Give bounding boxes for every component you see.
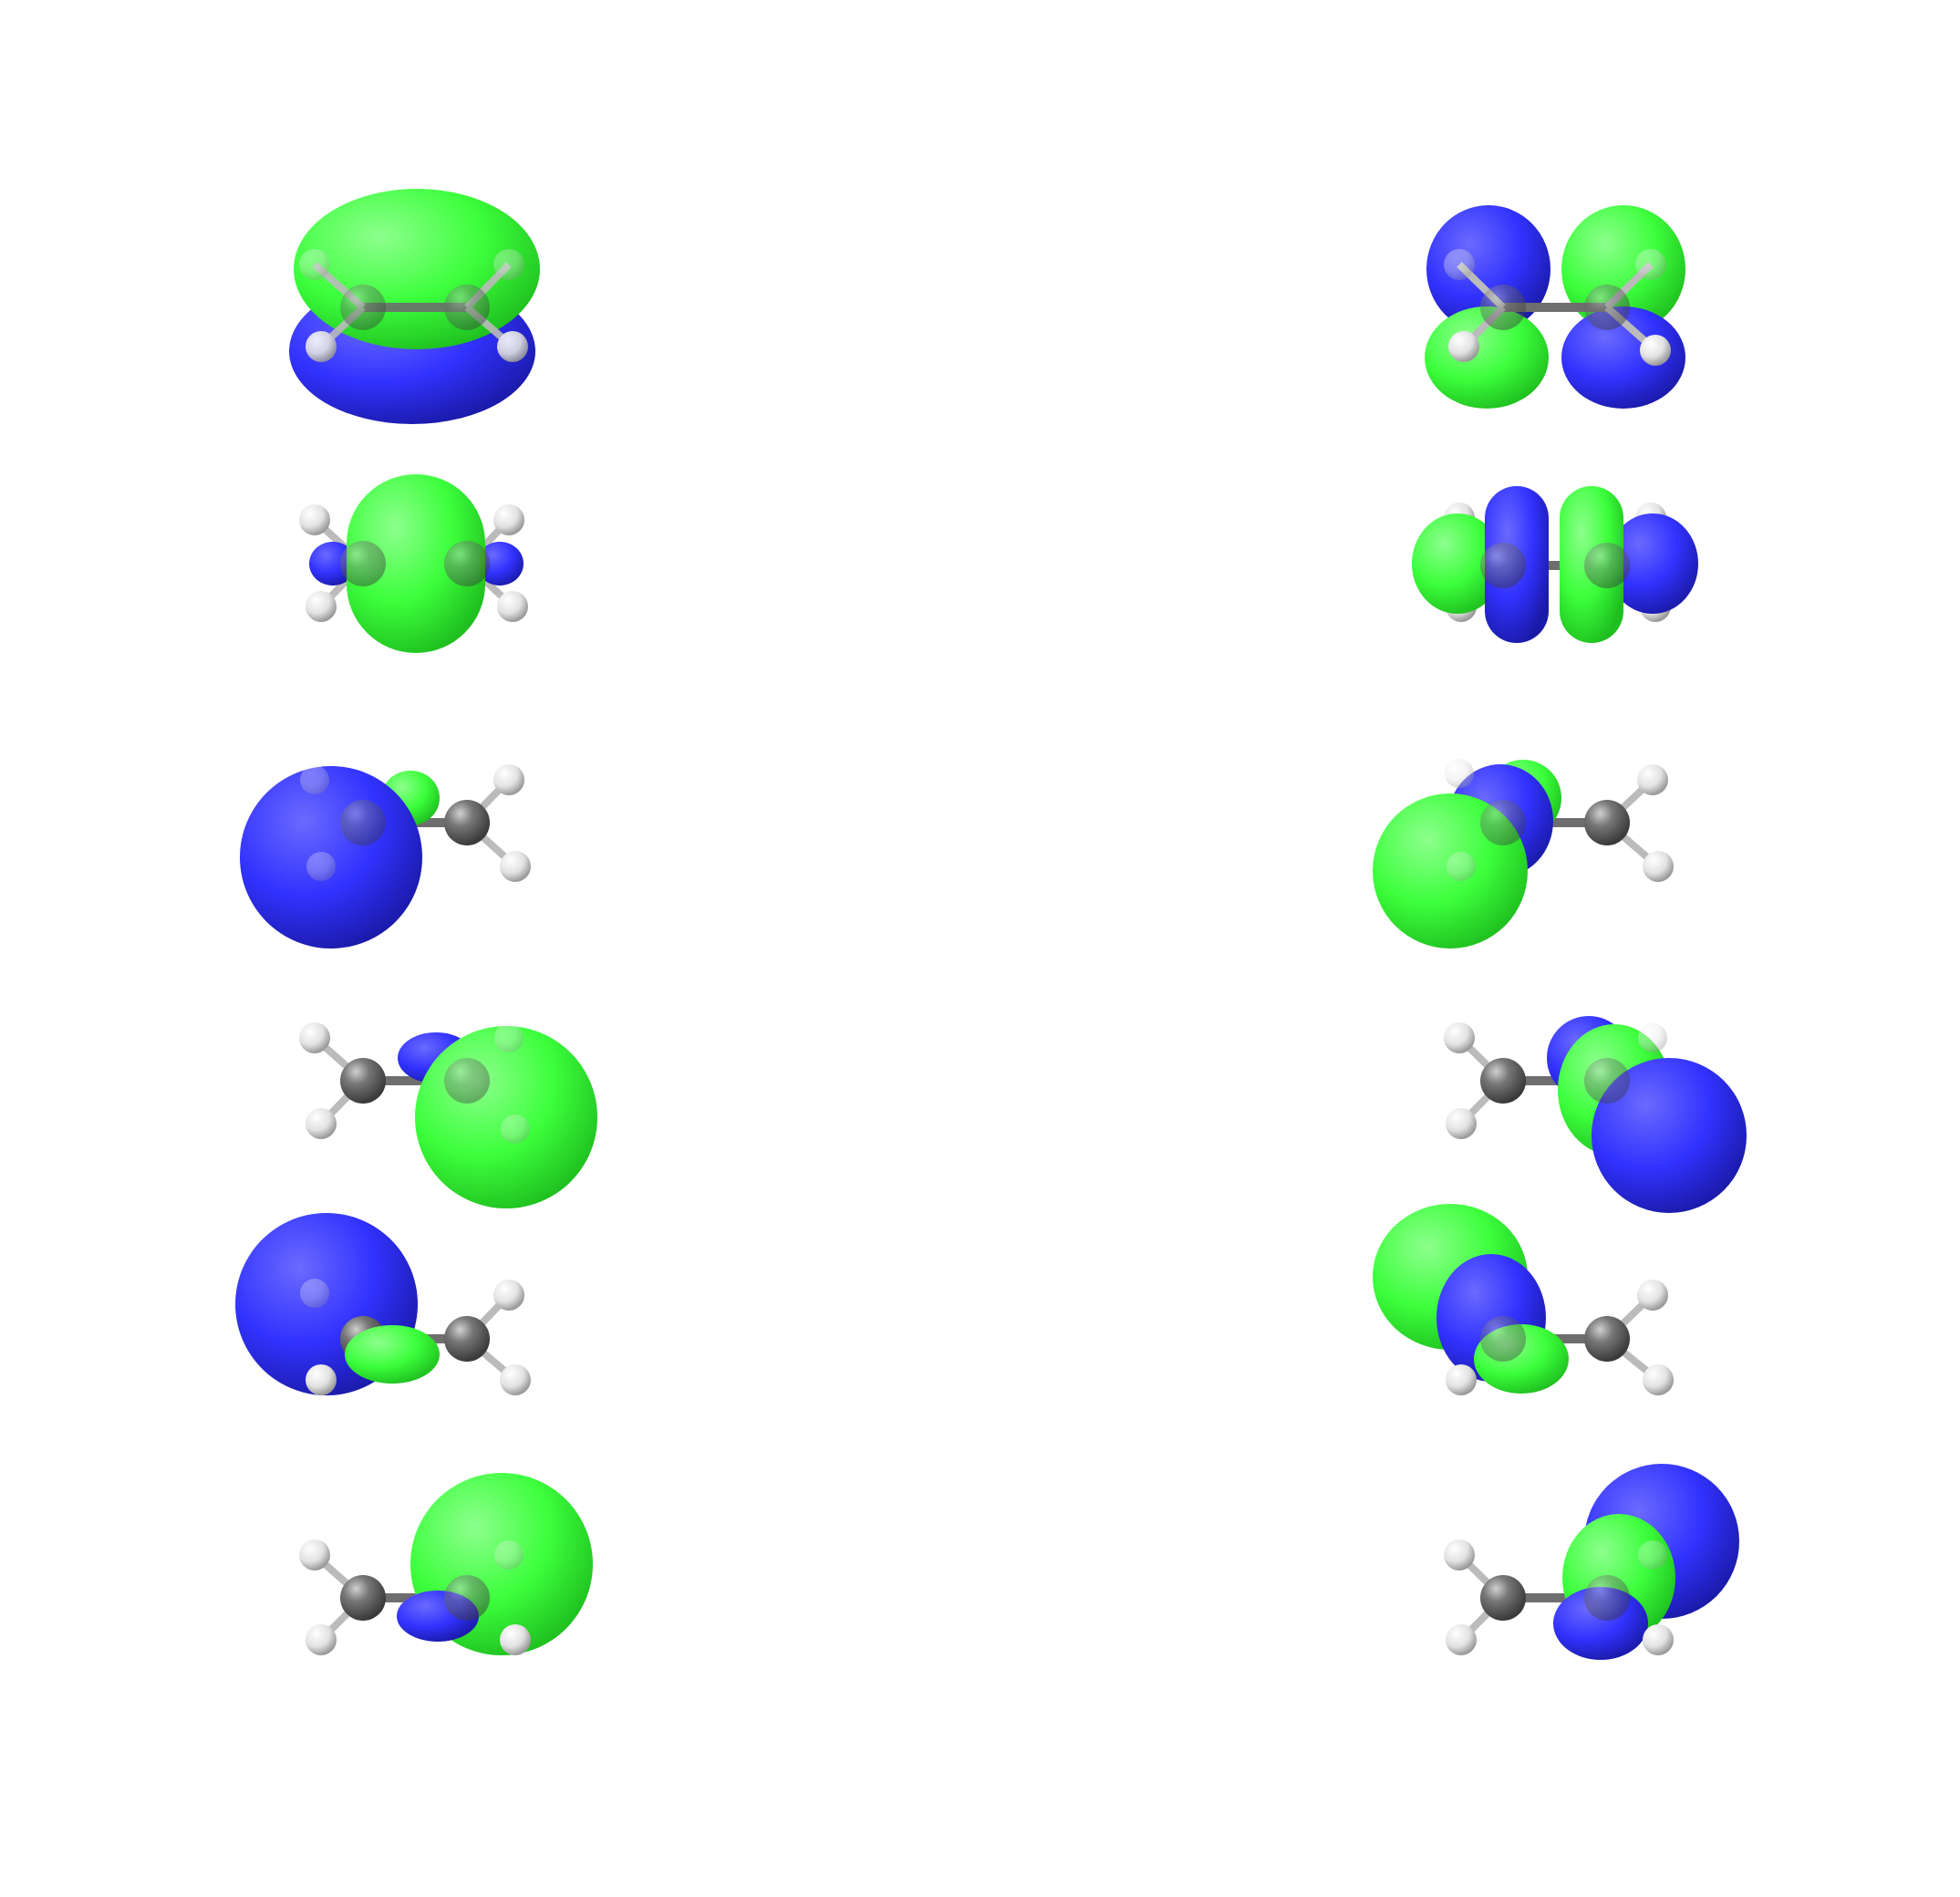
lobe-negative <box>1592 1058 1747 1213</box>
orbital-row3-left <box>240 764 531 948</box>
ethylene-molecule <box>363 764 531 882</box>
lobe-positive <box>1425 306 1549 409</box>
orbital-row5-left <box>235 1213 531 1395</box>
lobe-positive <box>345 1325 440 1384</box>
orbital-row3-right <box>1373 759 1674 948</box>
lobe-positive <box>1412 513 1503 614</box>
ethylene-molecule <box>1444 249 1671 366</box>
orbital-row4-left <box>299 1022 597 1208</box>
orbital-row6-left <box>299 1473 593 1655</box>
lobe-positive <box>415 1026 597 1208</box>
orbital-row4-right <box>1444 1016 1747 1213</box>
orbital-row1-left <box>289 189 540 424</box>
orbital-row1-right <box>1425 205 1685 409</box>
orbital-row2-left <box>299 474 528 653</box>
lobe-negative <box>1561 306 1685 409</box>
lobe-negative <box>1607 513 1698 614</box>
orbital-row2-right <box>1412 486 1698 643</box>
ethylene-molecule <box>299 249 528 362</box>
orbital-row5-right <box>1373 1204 1674 1395</box>
lobe-negative <box>476 542 524 586</box>
lobe-positive <box>347 474 485 653</box>
orbital-row6-right <box>1444 1464 1739 1660</box>
